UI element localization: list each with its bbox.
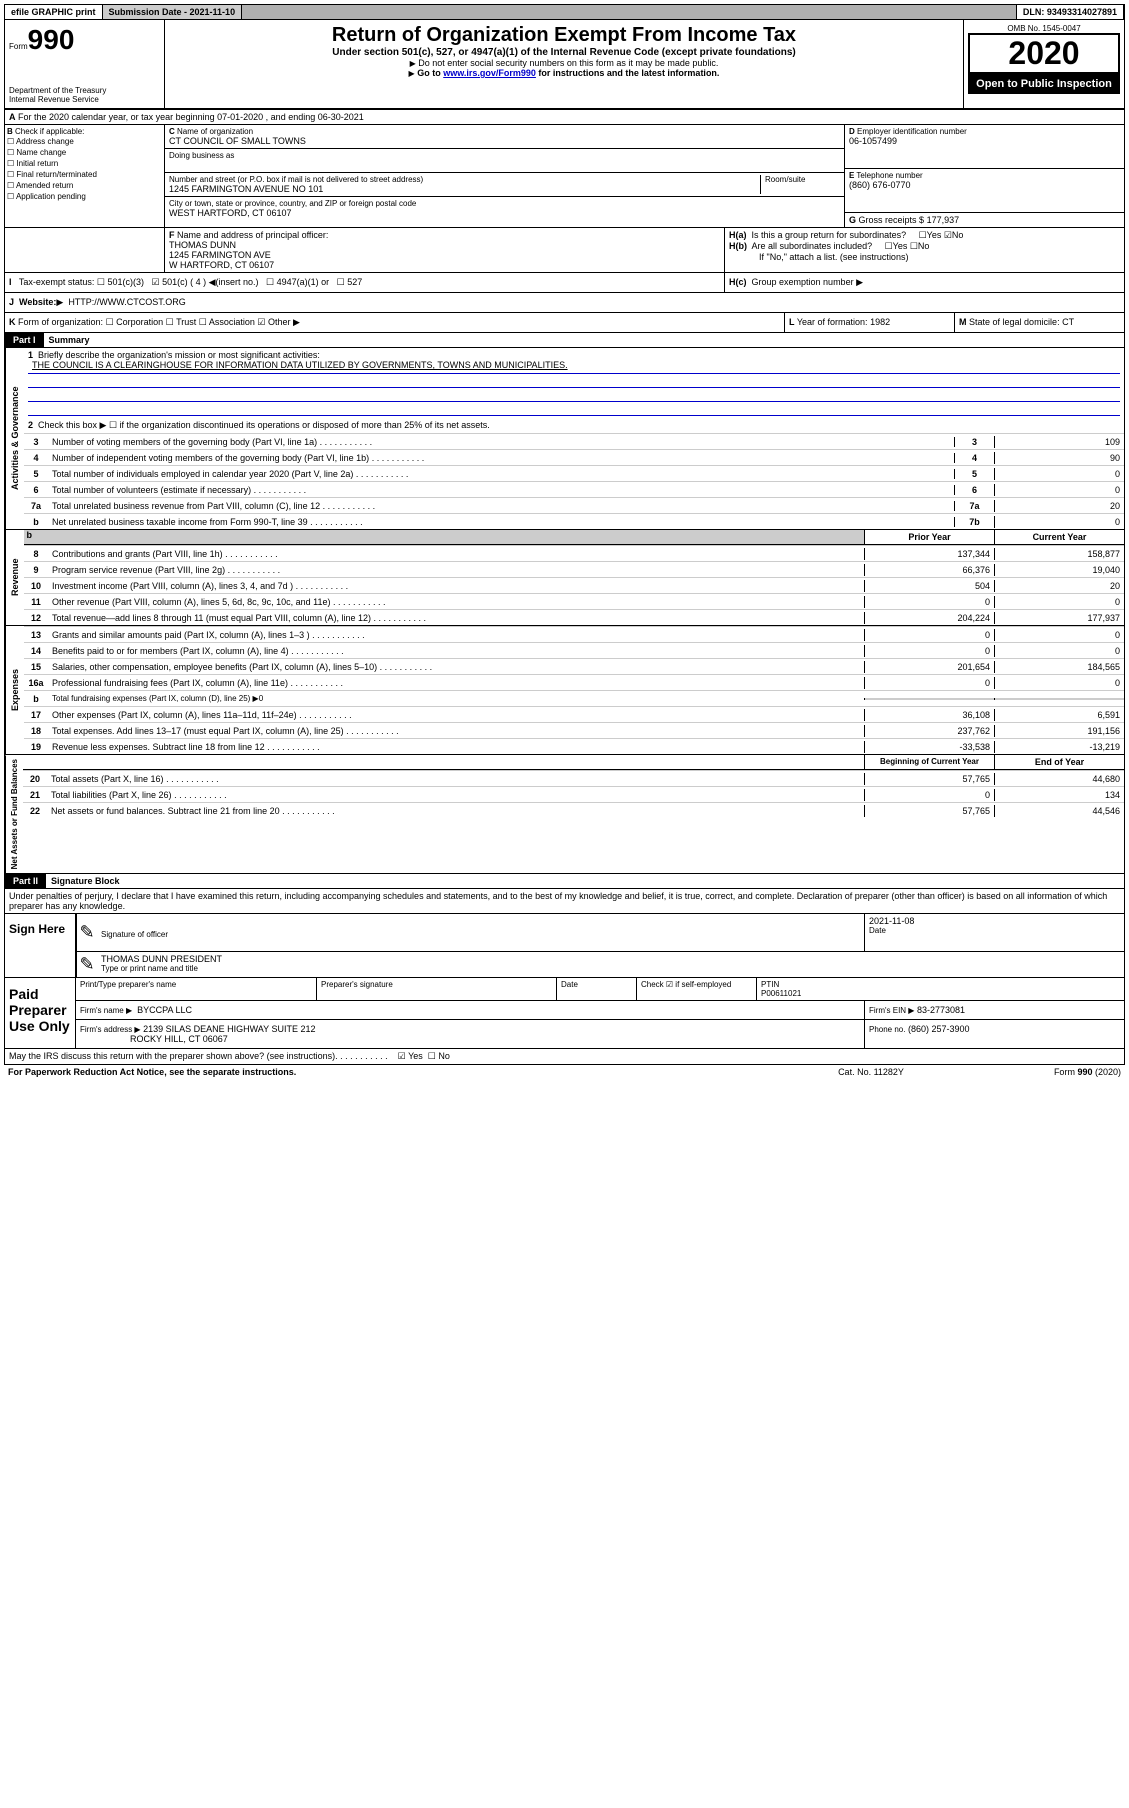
declaration: Under penalties of perjury, I declare th…	[4, 889, 1125, 914]
efile-label: efile GRAPHIC print	[5, 5, 103, 19]
check-final-return[interactable]: ☐ Final return/terminated	[7, 169, 162, 180]
ein: 06-1057499	[849, 136, 1120, 146]
check-address-change[interactable]: ☐ Address change	[7, 136, 162, 147]
dln: DLN: 93493314027891	[1017, 5, 1124, 19]
check-application-pending[interactable]: ☐ Application pending	[7, 191, 162, 202]
part2-header: Part II	[5, 874, 46, 888]
arrow-icon	[410, 58, 416, 68]
note-ssn: Do not enter social security numbers on …	[418, 58, 718, 68]
form-header: Form990 Department of the Treasury Inter…	[4, 20, 1125, 109]
tax-year: 2020	[968, 33, 1120, 74]
part1-header: Part I	[5, 333, 44, 347]
spacer	[242, 5, 1017, 19]
revenue-label: Revenue	[5, 530, 24, 625]
paid-preparer-block: Paid Preparer Use Only Print/Type prepar…	[4, 978, 1125, 1049]
footer: For Paperwork Reduction Act Notice, see …	[4, 1065, 1125, 1079]
gross-receipts: 177,937	[927, 215, 960, 225]
form-title: Return of Organization Exempt From Incom…	[169, 24, 959, 47]
dept-label: Department of the Treasury	[9, 86, 160, 95]
check-name-change[interactable]: ☐ Name change	[7, 147, 162, 158]
form-number: 990	[28, 24, 75, 55]
website-row: J Website: ▶ HTTP://WWW.CTCOST.ORG	[4, 293, 1125, 313]
form-label: Form	[9, 42, 28, 51]
sign-here-block: Sign Here ✎ Signature of officer 2021-11…	[4, 914, 1125, 978]
arrow-icon	[409, 68, 415, 78]
discuss-row: May the IRS discuss this return with the…	[4, 1049, 1125, 1065]
org-name: CT COUNCIL OF SMALL TOWNS	[169, 136, 840, 146]
phone: (860) 676-0770	[849, 180, 1120, 190]
officer-group-row: F Name and address of principal officer:…	[4, 228, 1125, 273]
officer-name: THOMAS DUNN	[169, 240, 236, 250]
pen-icon: ✎	[77, 952, 97, 977]
top-bar: efile GRAPHIC print Submission Date - 20…	[4, 4, 1125, 20]
tax-period: A For the 2020 calendar year, or tax yea…	[4, 109, 1125, 125]
submission-date: Submission Date - 2021-11-10	[103, 5, 243, 19]
identity-block: B Check if applicable: ☐ Address change …	[4, 125, 1125, 228]
org-city: WEST HARTFORD, CT 06107	[169, 208, 840, 218]
signer-name: THOMAS DUNN PRESIDENT	[101, 954, 1120, 964]
omb-number: OMB No. 1545-0047	[968, 24, 1120, 33]
website-url: HTTP://WWW.CTCOST.ORG	[68, 297, 186, 308]
org-address: 1245 FARMINGTON AVENUE NO 101	[169, 184, 760, 194]
netassets-label: Net Assets or Fund Balances	[5, 755, 23, 873]
governance-label: Activities & Governance	[5, 348, 24, 529]
expenses-label: Expenses	[5, 626, 24, 754]
mission-text: THE COUNCIL IS A CLEARINGHOUSE FOR INFOR…	[28, 360, 1120, 374]
irs-label: Internal Revenue Service	[9, 95, 160, 104]
tax-exempt-row: I Tax-exempt status: ☐ 501(c)(3) ☑ 501(c…	[4, 273, 1125, 293]
check-amended[interactable]: ☐ Amended return	[7, 180, 162, 191]
form-subtitle: Under section 501(c), 527, or 4947(a)(1)…	[169, 47, 959, 58]
check-initial-return[interactable]: ☐ Initial return	[7, 158, 162, 169]
form-klm-row: K Form of organization: ☐ Corporation ☐ …	[4, 313, 1125, 333]
instructions-link[interactable]: www.irs.gov/Form990	[443, 68, 536, 78]
pen-icon: ✎	[77, 914, 97, 951]
inspection-notice: Open to Public Inspection	[968, 74, 1120, 94]
